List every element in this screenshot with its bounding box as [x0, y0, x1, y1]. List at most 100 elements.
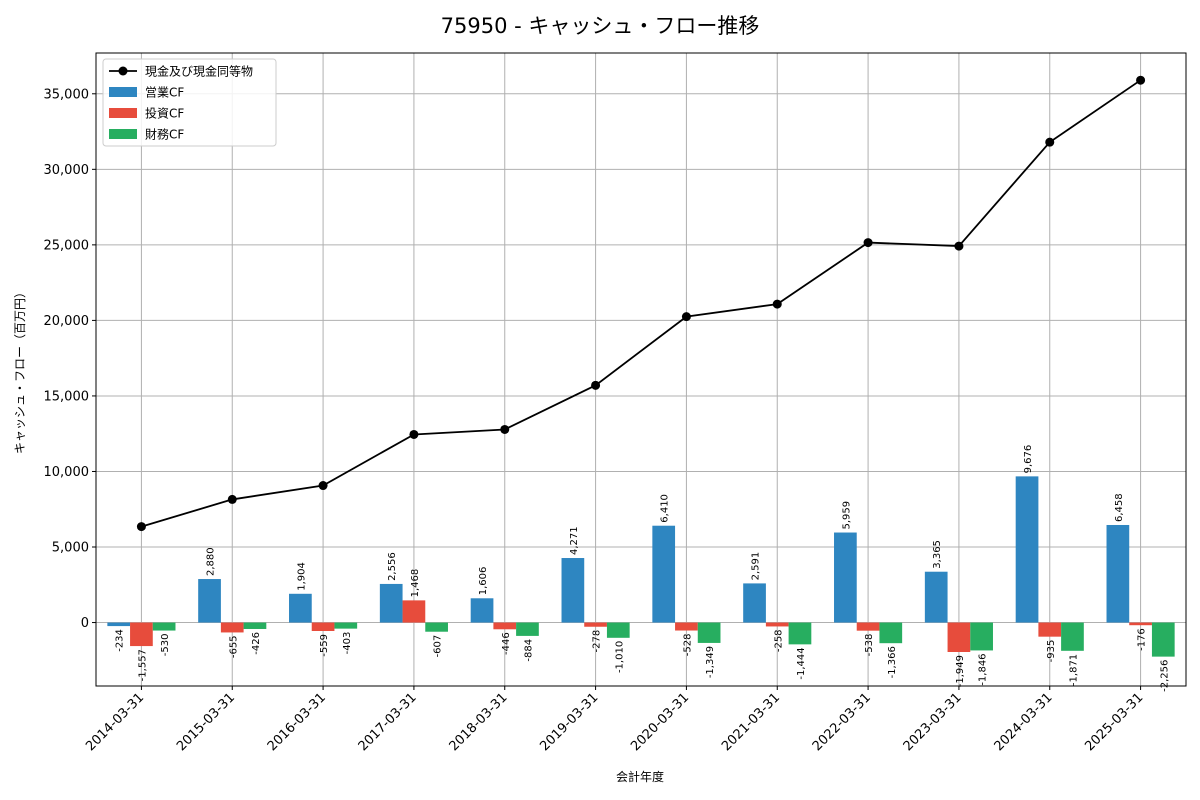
bar — [584, 622, 607, 627]
legend-entry: 現金及び現金同等物 — [145, 64, 253, 79]
bar-data-label: -1,557 — [137, 649, 148, 681]
bar — [743, 583, 766, 623]
bar — [402, 600, 426, 623]
bar — [947, 622, 971, 652]
y-tick-label: 35,000 — [44, 87, 90, 102]
bar — [561, 558, 585, 623]
bar — [879, 622, 903, 644]
bar — [198, 579, 221, 623]
x-tick-label: 2023-03-31 — [901, 690, 965, 754]
bar — [765, 622, 789, 627]
cash-point — [1136, 75, 1146, 85]
y-tick-label: 20,000 — [44, 314, 90, 329]
bar-data-label: -884 — [523, 639, 534, 662]
bar — [970, 622, 993, 651]
bar — [1061, 622, 1084, 651]
x-tick-label: 2016-03-31 — [265, 690, 329, 754]
plot-frame — [95, 52, 1187, 687]
y-tick-label: 0 — [81, 616, 89, 631]
grid — [96, 53, 1186, 686]
bar-data-label: -1,949 — [955, 655, 966, 687]
cash-point — [681, 312, 691, 322]
bar — [1106, 524, 1130, 623]
x-tick-label: 2020-03-31 — [628, 690, 692, 754]
legend-marker — [118, 66, 128, 76]
bar — [1129, 622, 1152, 626]
bar — [470, 598, 494, 623]
bar-data-label: 1,606 — [478, 567, 489, 596]
bar — [152, 622, 176, 631]
chart-title: 75950 - キャッシュ・フロー推移 — [441, 14, 760, 38]
legend-box — [102, 58, 277, 147]
x-tick-label: 2025-03-31 — [1082, 690, 1146, 754]
bars — [107, 476, 1175, 657]
bar — [107, 622, 131, 627]
y-axis-label: キャッシュ・フロー（百万円） — [13, 286, 27, 454]
cash-point — [1045, 137, 1055, 147]
y-tick-label: 15,000 — [44, 389, 90, 404]
bar-data-label: -176 — [1137, 628, 1148, 651]
bar-data-label: -935 — [1046, 640, 1057, 663]
bar-data-label: -655 — [228, 635, 239, 658]
bar-data-label: -1,349 — [705, 646, 716, 678]
cash-point — [409, 429, 419, 439]
legend-swatch — [109, 108, 137, 118]
cash-point — [227, 494, 237, 504]
bar-data-label: 4,271 — [569, 526, 580, 555]
bar — [697, 622, 721, 643]
bar-data-label: -1,846 — [978, 653, 989, 685]
legend-swatch — [109, 129, 137, 139]
x-tick-label: 2018-03-31 — [447, 690, 511, 754]
bar-data-label: -403 — [342, 632, 353, 655]
bar-data-label: -426 — [251, 632, 262, 655]
y-tick-label: 10,000 — [44, 465, 90, 480]
cash-series-line — [141, 79, 1142, 528]
bar — [652, 525, 676, 623]
x-tick-label: 2014-03-31 — [83, 690, 147, 754]
y-tick-label: 30,000 — [44, 163, 90, 178]
bar-data-label: 9,676 — [1023, 445, 1034, 474]
bar-data-label: 5,959 — [841, 501, 852, 530]
bar — [334, 622, 358, 629]
cash-point — [863, 238, 873, 248]
bar-data-label: -446 — [501, 632, 512, 655]
x-tick-label: 2022-03-31 — [810, 690, 874, 754]
bar-data-label: -1,010 — [614, 641, 625, 673]
y-tick-label: 5,000 — [52, 541, 89, 556]
bar-data-label: -538 — [864, 634, 875, 657]
bar-data-label: -530 — [160, 634, 171, 657]
legend-entry: 財務CF — [145, 127, 184, 142]
bar-data-label: 3,365 — [932, 540, 943, 569]
bar-data-label: -234 — [115, 629, 126, 652]
x-tick-label: 2017-03-31 — [356, 690, 420, 754]
bar-data-label: -559 — [319, 634, 330, 657]
legend-entry: 投資CF — [145, 106, 184, 121]
bar — [516, 622, 539, 636]
cash-point — [136, 522, 146, 532]
bar-data-label: -258 — [773, 629, 784, 652]
bar — [311, 622, 335, 631]
bar — [130, 622, 153, 647]
bar — [289, 593, 312, 623]
bar — [606, 622, 630, 638]
bar — [425, 622, 448, 632]
bar — [1151, 622, 1175, 657]
bar — [856, 622, 880, 631]
bar-data-label: -1,871 — [1068, 654, 1079, 686]
bar — [834, 532, 857, 623]
cash-point — [954, 241, 964, 251]
bar — [675, 622, 698, 631]
bar — [788, 622, 812, 645]
y-tick-label: 25,000 — [44, 238, 90, 253]
bar-data-label: 1,904 — [296, 562, 307, 591]
cash-point — [772, 299, 782, 309]
cash-point — [500, 424, 510, 434]
bar — [220, 622, 244, 633]
cash-point — [318, 481, 328, 491]
bar-data-label: -2,256 — [1159, 660, 1170, 692]
cash-point — [591, 380, 601, 390]
bar — [924, 571, 948, 623]
bar-data-label: -1,366 — [887, 646, 898, 678]
